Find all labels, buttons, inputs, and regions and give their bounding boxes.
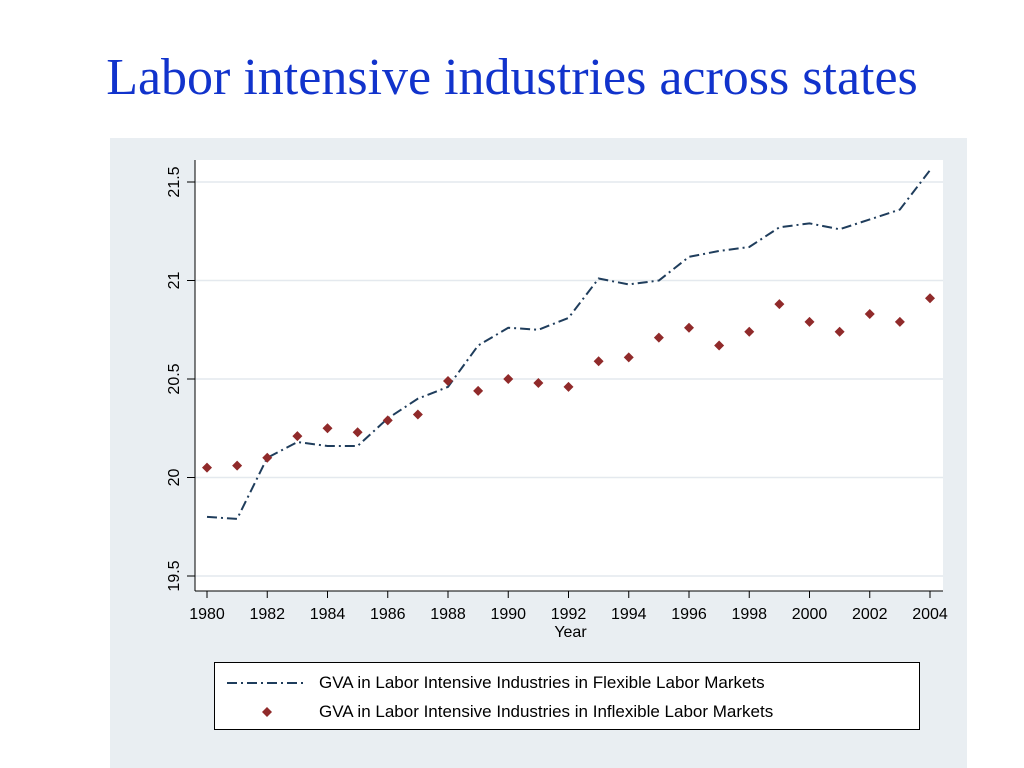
- data-point-inflexible: [864, 308, 875, 319]
- data-point-inflexible: [533, 377, 544, 388]
- y-tick-label: 20: [166, 469, 183, 487]
- legend-item-inflexible: GVA in Labor Intensive Industries in Inf…: [215, 700, 919, 724]
- x-tick-label: 1984: [310, 606, 346, 623]
- x-tick-label: 2000: [792, 606, 828, 623]
- data-point-inflexible: [774, 299, 785, 310]
- data-point-inflexible: [382, 415, 393, 426]
- data-point-inflexible: [292, 431, 303, 442]
- slide-title: Labor intensive industries across states: [106, 49, 918, 106]
- x-tick-label: 1992: [551, 606, 587, 623]
- data-point-inflexible: [894, 316, 905, 327]
- data-point-inflexible: [322, 423, 333, 434]
- data-point-inflexible: [834, 326, 845, 337]
- legend-swatch-diamond-marker: [262, 707, 272, 717]
- data-point-inflexible: [412, 409, 423, 420]
- data-point-inflexible: [503, 374, 514, 384]
- data-point-inflexible: [232, 460, 243, 471]
- data-point-inflexible: [744, 326, 755, 337]
- data-point-inflexible: [714, 340, 725, 351]
- data-point-inflexible: [443, 375, 453, 386]
- data-point-inflexible: [473, 385, 484, 396]
- x-tick-label: 1988: [430, 606, 466, 623]
- x-tick-label: 1998: [731, 606, 767, 623]
- x-tick-label: 1986: [370, 606, 406, 623]
- legend-item-flexible: GVA in Labor Intensive Industries in Fle…: [215, 671, 919, 695]
- y-tick-label: 20.5: [166, 363, 183, 394]
- x-tick-label: 2002: [852, 606, 888, 623]
- x-axis-title: Year: [554, 624, 587, 641]
- x-tick-label: 1990: [490, 606, 526, 623]
- plot-area: [195, 160, 943, 591]
- data-point-inflexible: [804, 316, 815, 327]
- x-tick-label: 1994: [611, 606, 647, 623]
- data-point-inflexible: [925, 293, 935, 304]
- data-point-inflexible: [593, 356, 604, 367]
- series-line-flexible: [206, 169, 931, 520]
- data-point-inflexible: [653, 332, 664, 343]
- data-point-inflexible: [623, 352, 634, 363]
- data-point-inflexible: [563, 381, 574, 392]
- x-tick-label: 1996: [671, 606, 707, 623]
- y-tick-label: 21.5: [166, 166, 183, 197]
- legend-label-flexible: GVA in Labor Intensive Industries in Fle…: [319, 673, 765, 692]
- y-tick-label: 19.5: [166, 560, 183, 591]
- chart-legend: GVA in Labor Intensive Industries in Fle…: [214, 662, 920, 730]
- data-point-inflexible: [352, 427, 363, 438]
- data-point-inflexible: [262, 452, 273, 463]
- legend-swatch-dash-dot-line: [227, 682, 307, 684]
- data-point-inflexible: [202, 462, 212, 473]
- y-tick-label: 21: [166, 272, 183, 290]
- x-tick-label: 2004: [912, 606, 948, 623]
- legend-label-inflexible: GVA in Labor Intensive Industries in Inf…: [319, 702, 774, 721]
- x-tick-label: 1982: [249, 606, 285, 623]
- data-point-inflexible: [684, 322, 694, 333]
- line-chart: 19.5 20 20.5 21 21.5 1980 1982 1984 1986 1988 1990…: [166, 160, 948, 641]
- x-tick-label: 1980: [189, 606, 225, 623]
